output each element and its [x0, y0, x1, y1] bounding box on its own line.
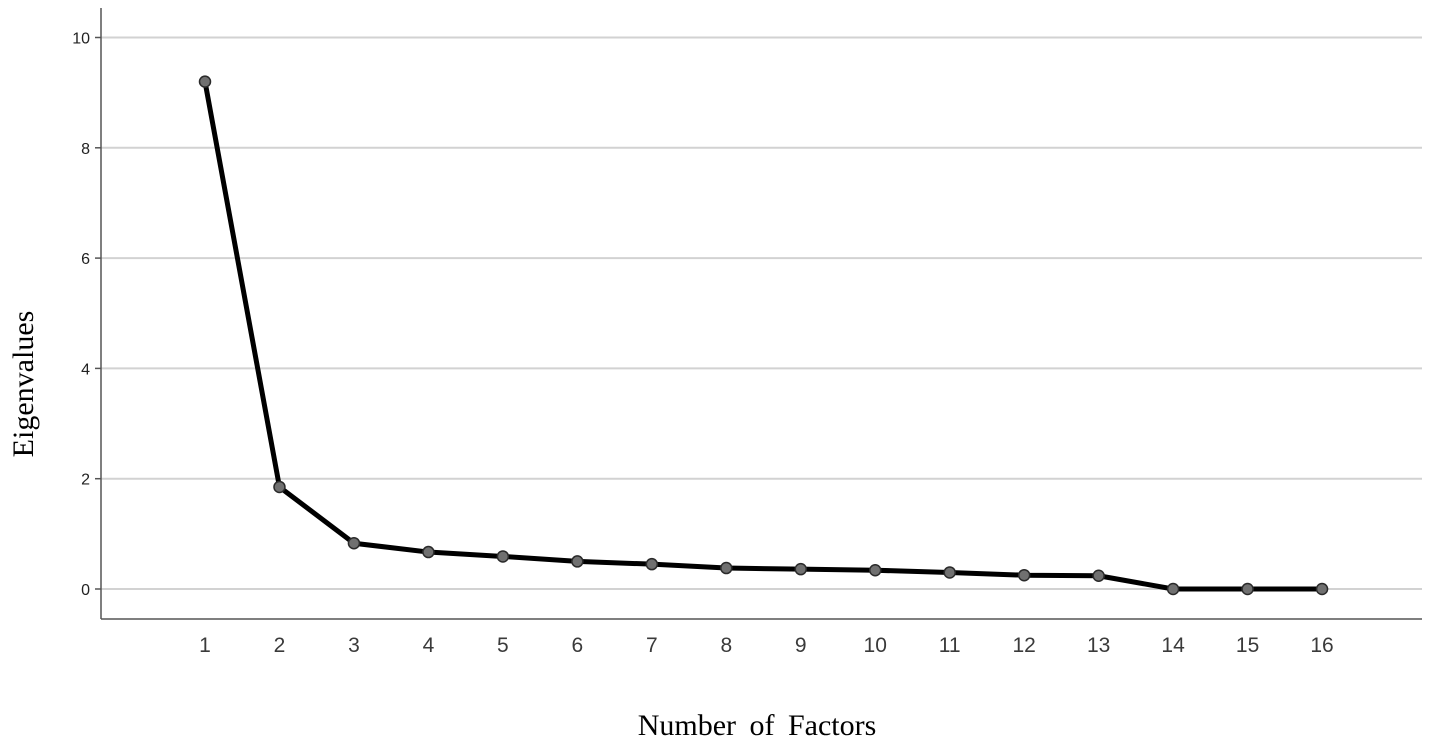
x-tick-label: 5	[497, 634, 509, 657]
y-axis-label: Eigenvalues	[7, 311, 40, 458]
x-tick-label: 4	[423, 634, 435, 657]
x-tick-label: 6	[572, 634, 584, 657]
data-point	[198, 75, 212, 88]
data-point	[794, 562, 808, 576]
y-tick-label: 8	[81, 141, 90, 158]
y-tick-label: 4	[81, 361, 90, 378]
x-tick-label: 3	[348, 634, 360, 657]
x-axis-ticks: 1 2 3 4 5 6 7 8 9 10 11 12 13 14 15 16	[199, 634, 1334, 657]
y-tick-label: 10	[72, 31, 90, 48]
x-axis-label: Number of Factors	[638, 709, 877, 742]
eigenvalue-series	[198, 75, 1329, 596]
y-tick-label: 6	[81, 251, 90, 268]
x-tick-label: 12	[1012, 634, 1035, 657]
data-point	[645, 557, 659, 571]
x-tick-label: 15	[1236, 634, 1259, 657]
data-point	[868, 563, 882, 577]
data-point	[571, 555, 584, 568]
x-tick-label: 13	[1087, 634, 1110, 657]
x-tick-label: 8	[720, 634, 732, 657]
gridlines	[101, 36, 1422, 590]
x-tick-label: 11	[939, 634, 961, 657]
data-point	[273, 480, 286, 494]
data-point	[1017, 568, 1031, 582]
x-tick-label: 2	[274, 634, 286, 657]
data-point	[720, 561, 733, 575]
axes	[100, 8, 1422, 620]
data-point	[496, 550, 510, 563]
data-point	[943, 566, 956, 579]
data-point	[347, 536, 361, 550]
x-tick-label: 7	[646, 634, 658, 657]
x-tick-label: 9	[795, 634, 807, 657]
data-point	[1166, 582, 1180, 596]
y-tick-label: 2	[81, 472, 90, 489]
x-tick-label: 1	[199, 634, 211, 657]
data-point	[1092, 569, 1105, 583]
data-point	[1315, 582, 1329, 596]
x-tick-label: 10	[864, 634, 887, 657]
x-tick-label: 14	[1161, 634, 1185, 657]
y-axis-ticks: 0 2 4 6 8 10	[72, 31, 101, 599]
data-point	[1241, 582, 1254, 596]
series-line	[202, 79, 1325, 592]
data-point	[422, 545, 435, 559]
y-tick-label: 0	[81, 582, 90, 599]
x-tick-label: 16	[1310, 634, 1333, 657]
